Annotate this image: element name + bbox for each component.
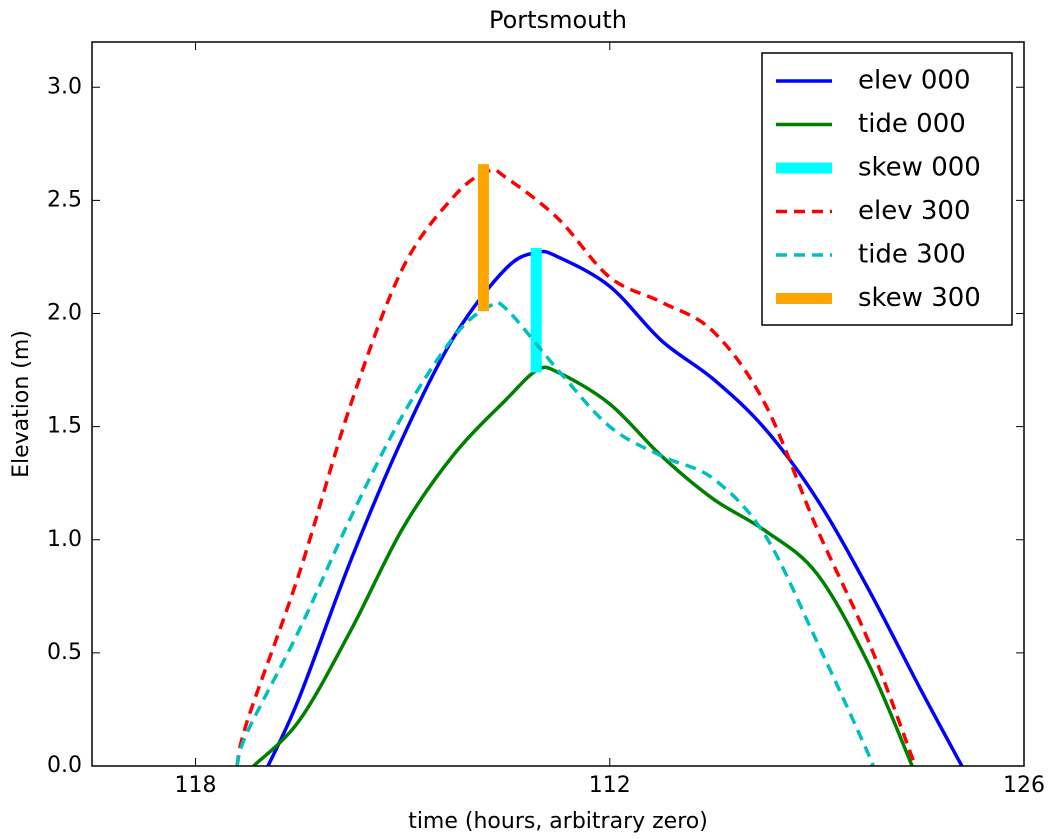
legend-label: skew 000 [858,153,981,183]
legend-label: elev 300 [858,196,971,226]
series-line [252,365,914,766]
x-tick-label: 112 [589,773,631,798]
series-line [266,249,964,766]
legend-box [761,52,1013,326]
y-axis-label: Elevation (m) [9,330,34,478]
chart-title: Portsmouth [489,6,627,34]
x-tick-label: 126 [1003,773,1045,798]
legend-label: tide 300 [858,240,966,270]
series-line [235,167,917,766]
series-line [235,300,876,766]
legend-label: tide 000 [858,109,966,139]
y-tick-label: 1.5 [47,414,82,439]
y-tick-label: 1.0 [47,527,82,552]
y-tick-label: 2.5 [47,187,82,212]
y-tick-label: 2.0 [47,301,82,326]
y-tick-label: 0.0 [47,753,82,778]
legend-label: elev 000 [858,66,971,96]
y-tick-label: 0.5 [47,640,82,665]
x-axis-label: time (hours, arbitrary zero) [408,809,708,834]
legend-label: skew 300 [858,283,981,313]
x-tick-label: 118 [175,773,217,798]
y-tick-label: 3.0 [47,74,82,99]
plot-frame [91,41,1025,767]
